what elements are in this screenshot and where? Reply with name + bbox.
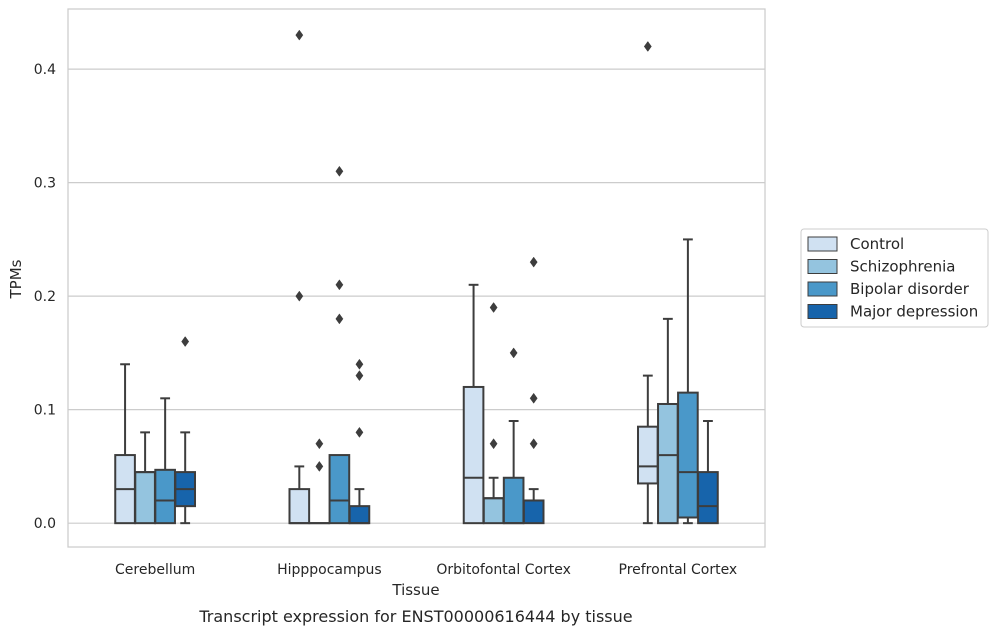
outlier-point bbox=[295, 29, 304, 41]
legend-label: Control bbox=[850, 235, 904, 253]
box-iqr bbox=[522, 499, 545, 525]
box-iqr bbox=[328, 454, 351, 525]
box-control bbox=[114, 363, 136, 525]
box-iqr bbox=[462, 385, 485, 525]
box-bipolar-disorder bbox=[677, 238, 699, 525]
box-iqr bbox=[134, 471, 156, 525]
outlier-point bbox=[335, 279, 344, 291]
outlier-point bbox=[355, 370, 364, 382]
box-iqr bbox=[154, 468, 176, 525]
legend-item: Schizophrenia bbox=[807, 258, 955, 276]
x-tick-label: Prefrontal Cortex bbox=[619, 562, 738, 578]
y-tick-label: 0.0 bbox=[34, 516, 56, 532]
box-iqr bbox=[636, 425, 659, 485]
box-major-depression bbox=[348, 358, 371, 525]
outlier-point bbox=[295, 290, 304, 302]
box-major-depression bbox=[174, 336, 197, 525]
y-axis-ticks: 0.0 0.1 0.2 0.3 0.4 bbox=[34, 62, 56, 532]
box-iqr bbox=[348, 505, 371, 525]
legend-item: Control bbox=[807, 235, 904, 253]
box-control bbox=[288, 29, 311, 525]
box-schizophrenia bbox=[134, 431, 156, 525]
box-bipolar-disorder bbox=[154, 397, 176, 525]
boxes bbox=[114, 29, 719, 525]
box-major-depression bbox=[697, 420, 719, 525]
outlier-point bbox=[489, 302, 498, 313]
outlier-point bbox=[489, 438, 498, 450]
x-tick-label: Hipppocampus bbox=[277, 562, 382, 578]
outlier-point bbox=[509, 347, 518, 359]
y-tick-label: 0.3 bbox=[34, 176, 56, 192]
box-schizophrenia bbox=[308, 438, 331, 525]
outlier-point bbox=[181, 336, 190, 347]
box-iqr bbox=[288, 488, 311, 525]
outlier-point bbox=[335, 165, 344, 177]
y-tick-label: 0.4 bbox=[34, 62, 56, 78]
legend-item: Bipolar disorder bbox=[807, 280, 970, 298]
legend-swatch bbox=[807, 304, 838, 319]
x-tick-label: Cerebellum bbox=[115, 562, 195, 578]
box-iqr bbox=[482, 497, 505, 525]
outlier-point bbox=[315, 460, 324, 472]
box-iqr bbox=[697, 471, 719, 525]
box-control bbox=[636, 41, 659, 525]
y-axis-label: TPMs bbox=[7, 259, 25, 299]
x-axis-label: Tissue bbox=[391, 581, 439, 599]
y-tick-label: 0.2 bbox=[34, 289, 56, 305]
outlier-point bbox=[335, 313, 344, 325]
box-bipolar-disorder bbox=[328, 165, 351, 525]
legend-swatch bbox=[807, 236, 838, 252]
box-iqr bbox=[677, 391, 699, 519]
legend-label: Schizophrenia bbox=[850, 258, 955, 276]
plot-area-frame bbox=[67, 8, 766, 548]
box-schizophrenia bbox=[657, 317, 679, 525]
outlier-point bbox=[529, 438, 538, 450]
outlier-point bbox=[355, 426, 364, 438]
x-axis-ticks: Cerebellum Hipppocampus Orbitofontal Corte… bbox=[115, 562, 737, 578]
chart-caption: Transcript expression for ENST0000061644… bbox=[198, 607, 632, 626]
y-tick-label: 0.1 bbox=[34, 403, 56, 419]
box-iqr bbox=[657, 402, 679, 525]
box-schizophrenia bbox=[482, 302, 505, 525]
box-control bbox=[462, 283, 485, 525]
x-tick-label: Orbitofontal Cortex bbox=[436, 562, 571, 578]
legend-item: Major depression bbox=[807, 303, 978, 321]
legend-label: Major depression bbox=[850, 303, 978, 321]
outlier-point bbox=[529, 256, 538, 268]
outlier-point bbox=[529, 392, 538, 404]
legend-label: Bipolar disorder bbox=[850, 280, 970, 298]
legend-swatch bbox=[807, 281, 838, 297]
legend: Control Schizophrenia Bipolar disorder Majo… bbox=[800, 228, 989, 328]
legend-frame bbox=[800, 228, 989, 328]
outlier-point bbox=[355, 358, 364, 370]
outlier-point bbox=[315, 438, 324, 450]
box-major-depression bbox=[522, 256, 545, 525]
box-iqr bbox=[502, 476, 525, 525]
legend-swatch bbox=[807, 259, 838, 274]
box-bipolar-disorder bbox=[502, 347, 525, 525]
outlier-point bbox=[643, 41, 652, 52]
